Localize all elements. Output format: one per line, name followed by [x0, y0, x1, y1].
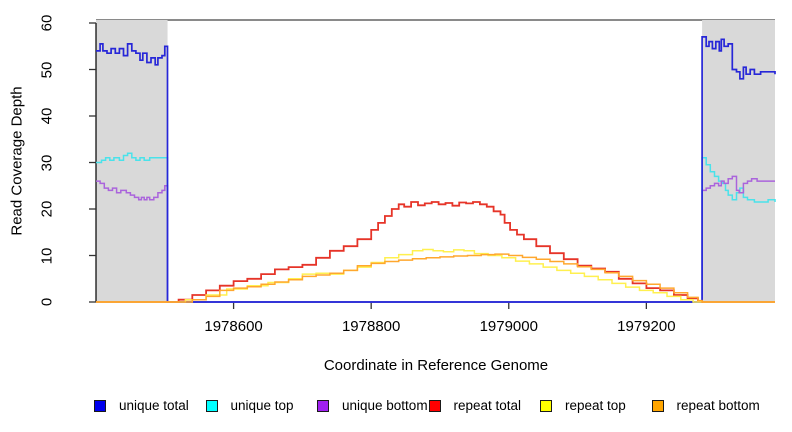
series-line-unique-top	[96, 152, 776, 303]
y-tick-label: 10	[38, 247, 56, 264]
x-tick-label: 1978800	[341, 318, 401, 335]
shaded-region-left-flank	[96, 20, 168, 302]
x-tick-label: 1979000	[479, 318, 538, 335]
series-line-unique-total	[96, 36, 776, 303]
x-axis-title: Coordinate in Reference Genome	[323, 357, 549, 374]
y-axis-title: Read Coverage Depth	[8, 86, 26, 236]
y-tick-label: 60	[38, 14, 56, 32]
series-line-repeat-bottom	[96, 253, 775, 303]
series-line-unique-bottom	[96, 175, 775, 303]
series-line-repeat-total	[96, 201, 775, 303]
x-tick-label: 1978600	[204, 318, 263, 335]
y-tick-label: 40	[38, 107, 56, 125]
y-tick-label: 30	[38, 154, 56, 171]
shaded-region-right-flank	[702, 20, 775, 302]
y-tick-label: 20	[38, 200, 56, 218]
x-tick-label: 1979200	[617, 318, 676, 335]
y-tick-label: 0	[38, 297, 56, 307]
y-tick-label: 50	[38, 61, 56, 78]
